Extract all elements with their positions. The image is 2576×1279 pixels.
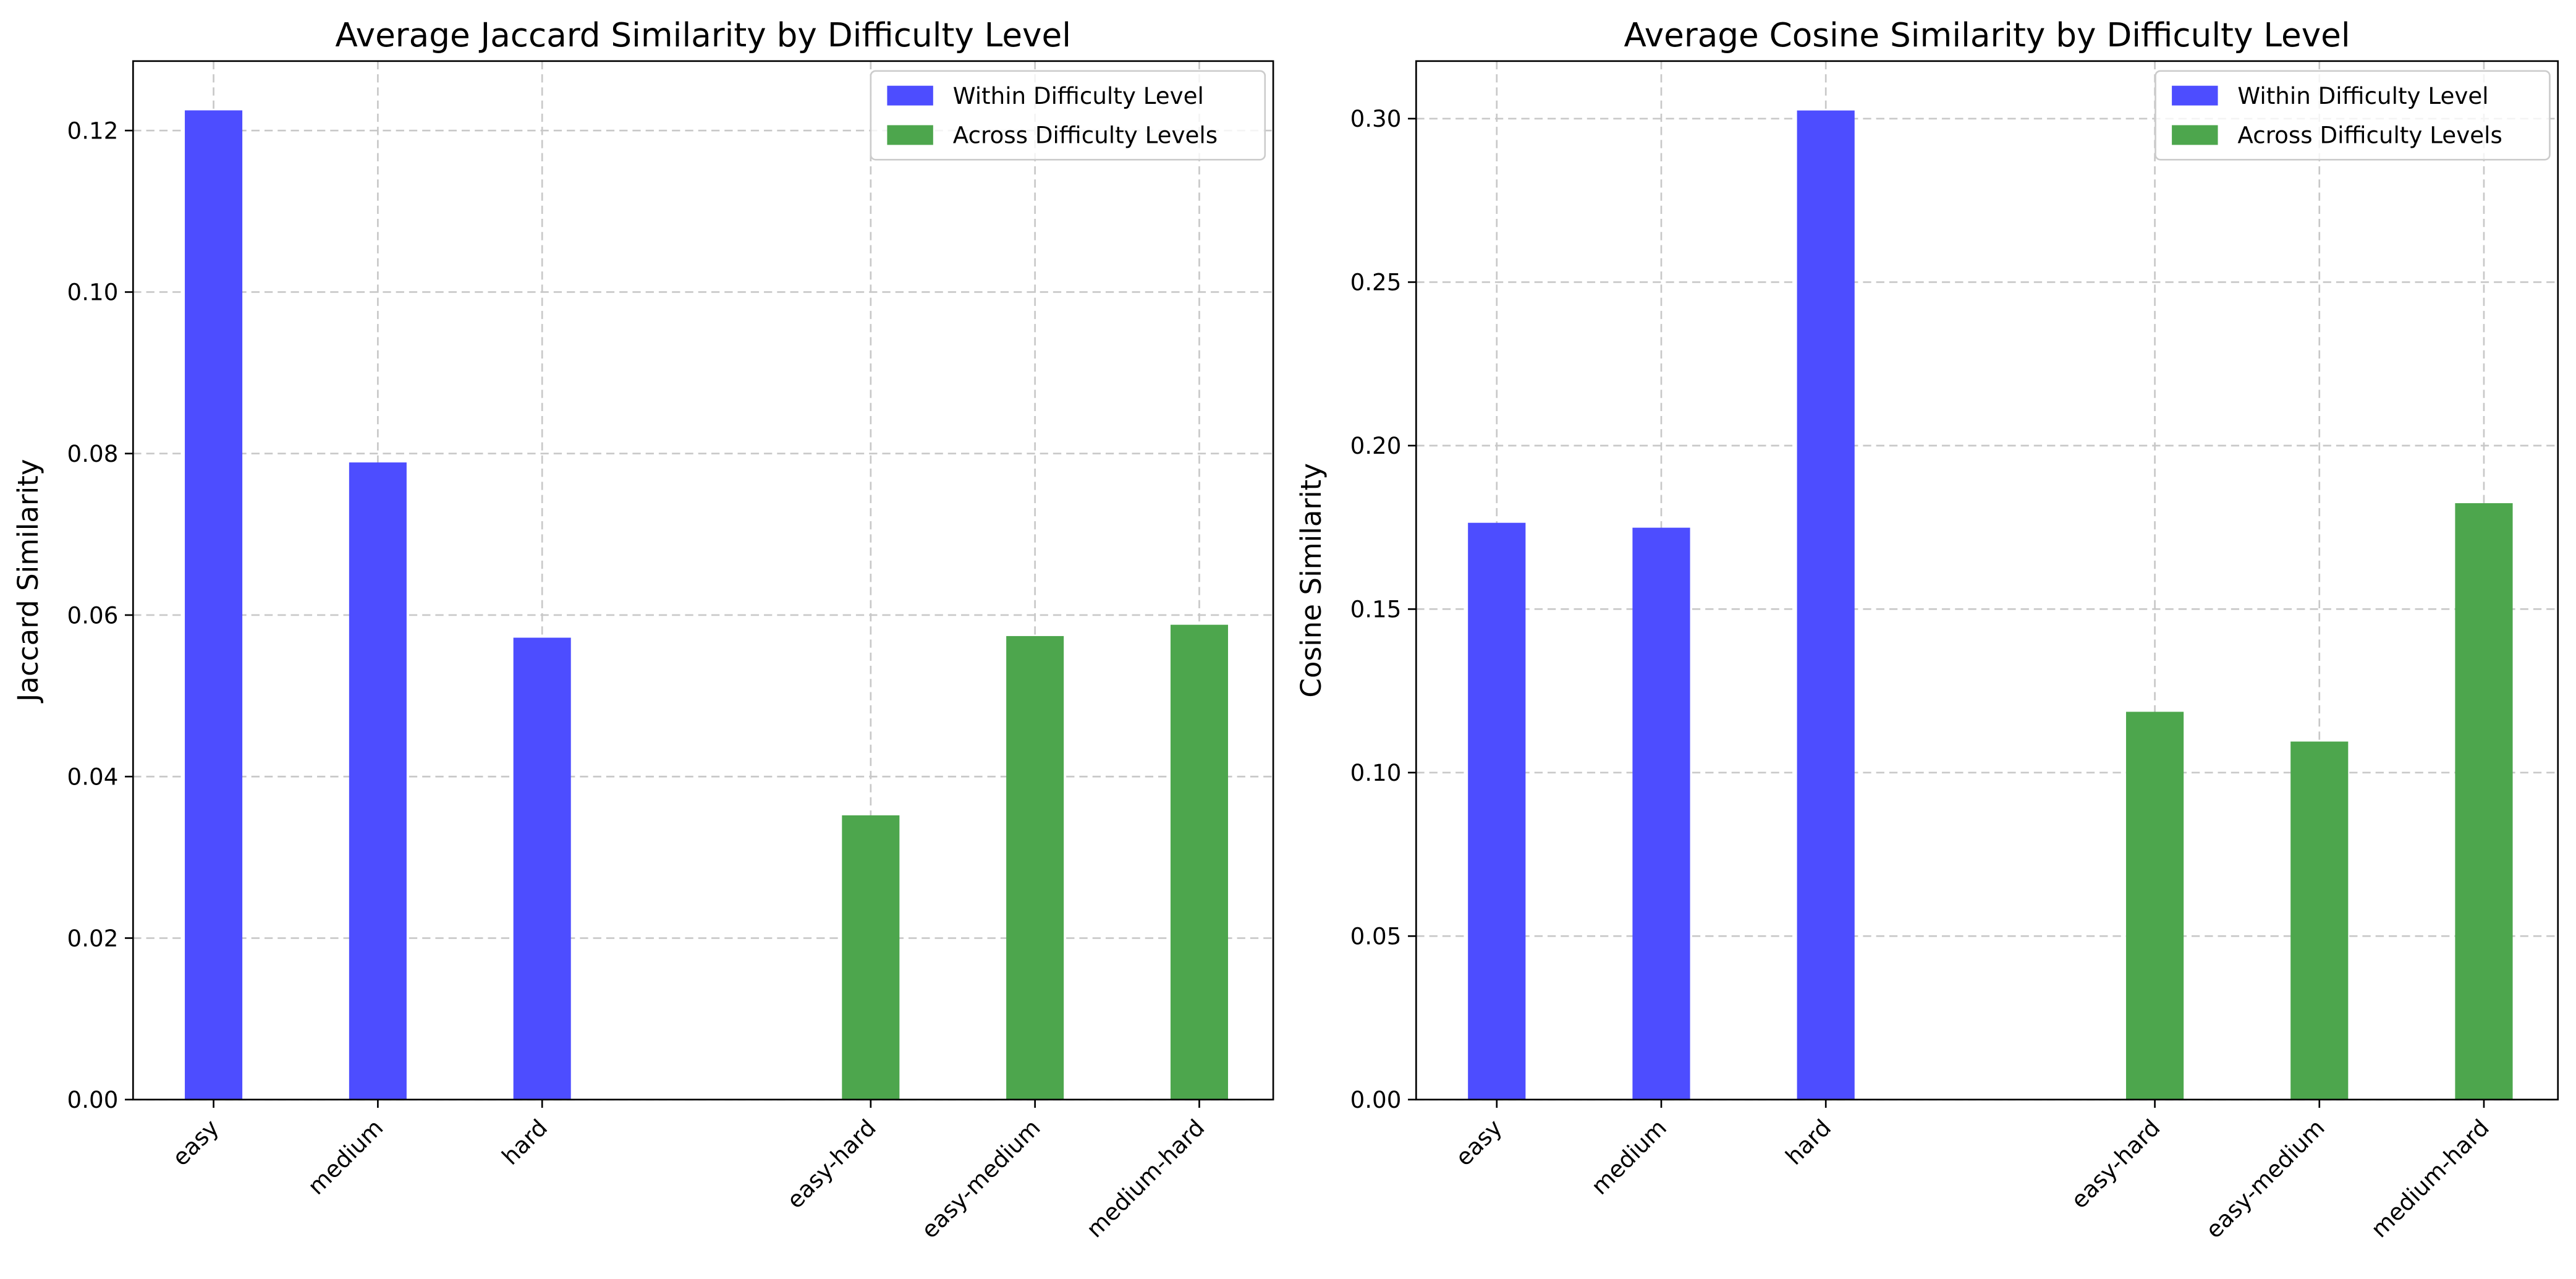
y-tick-label: 0.25 <box>1350 269 1402 296</box>
x-tick-label: hard <box>1780 1114 1836 1170</box>
y-tick-label: 0.12 <box>67 117 119 144</box>
x-tick-label: medium-hard <box>1081 1114 1210 1243</box>
x-tick-label: medium-hard <box>2365 1114 2494 1243</box>
axes-frame <box>132 60 1274 1101</box>
bar <box>1632 527 1690 1100</box>
x-tick-label: easy-hard <box>2065 1114 2166 1214</box>
legend-box <box>2154 70 2551 161</box>
legend-label: Across Difficulty Levels <box>2237 122 2502 149</box>
y-tick-label: 0.30 <box>1350 105 1402 132</box>
bar <box>1797 110 1855 1100</box>
y-tick-label: 0.00 <box>1350 1086 1402 1113</box>
y-axis-label: Jaccard Similarity <box>12 459 44 703</box>
bar <box>842 815 900 1100</box>
bar <box>2290 741 2349 1100</box>
y-tick-label: 0.15 <box>1350 596 1402 623</box>
y-tick-label: 0.05 <box>1350 923 1402 950</box>
y-tick-label: 0.10 <box>1350 759 1402 786</box>
legend-swatch <box>887 125 933 145</box>
y-axis-label: Cosine Similarity <box>1295 463 1328 698</box>
y-tick-label: 0.06 <box>67 601 119 629</box>
legend-label: Across Difficulty Levels <box>953 122 1218 149</box>
chart-title: Average Cosine Similarity by Difficulty … <box>1624 16 2350 54</box>
bar <box>1468 522 1526 1100</box>
y-tick-label: 0.10 <box>67 279 119 306</box>
bar <box>185 110 243 1100</box>
legend-label: Within Difficulty Level <box>953 82 1204 109</box>
axes-frame <box>1415 60 2559 1101</box>
bar <box>1006 635 1064 1100</box>
bar <box>2125 712 2184 1100</box>
legend-swatch <box>2172 125 2218 145</box>
y-tick-label: 0.02 <box>67 925 119 952</box>
x-tick-label: easy <box>1450 1114 1507 1171</box>
bar <box>2455 503 2513 1100</box>
legend-swatch <box>887 85 933 106</box>
x-tick-label: hard <box>496 1114 553 1170</box>
x-tick-label: medium <box>1586 1114 1672 1200</box>
y-tick-label: 0.20 <box>1350 432 1402 459</box>
x-tick-label: easy-hard <box>781 1114 881 1214</box>
chart-title: Average Jaccard Similarity by Difficulty… <box>335 16 1071 54</box>
x-tick-label: easy-medium <box>916 1114 1046 1244</box>
bar <box>513 637 571 1100</box>
bar <box>1170 624 1228 1100</box>
y-tick-label: 0.04 <box>67 763 119 791</box>
legend-label: Within Difficulty Level <box>2237 82 2488 109</box>
x-tick-label: easy-medium <box>2200 1114 2330 1244</box>
bar <box>349 462 407 1100</box>
y-tick-label: 0.00 <box>67 1086 119 1113</box>
x-tick-label: medium <box>302 1114 388 1200</box>
y-tick-label: 0.08 <box>67 440 119 467</box>
legend-box <box>870 70 1266 161</box>
legend-swatch <box>2172 85 2218 106</box>
x-tick-label: easy <box>167 1114 224 1171</box>
